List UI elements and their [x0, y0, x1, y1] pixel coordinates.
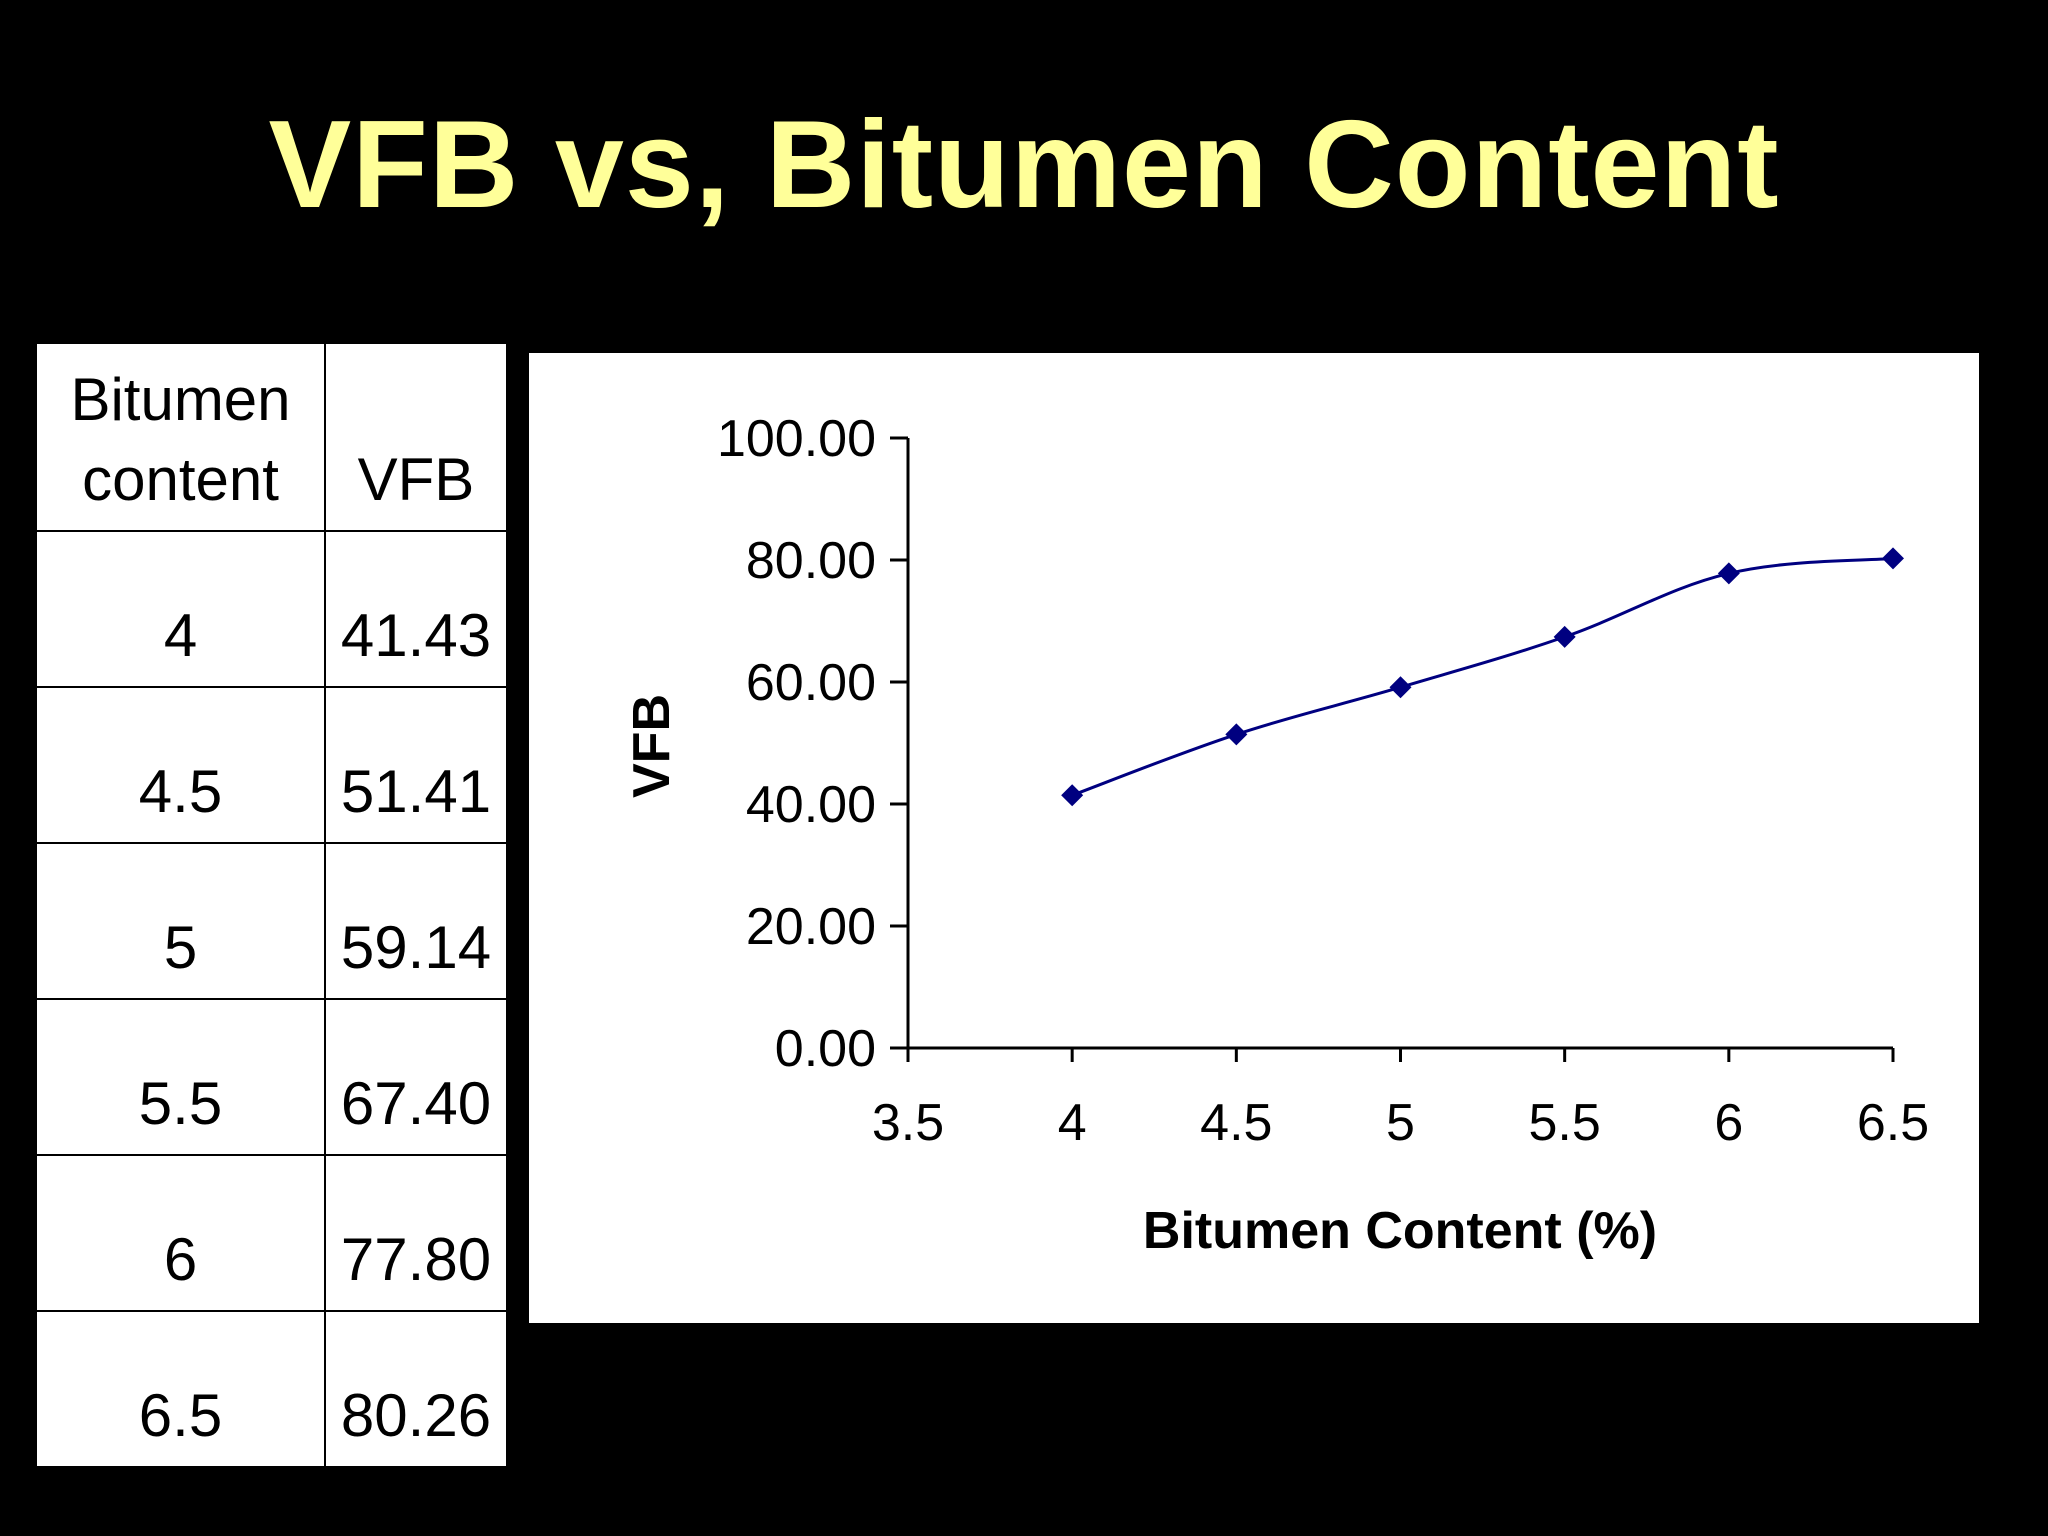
cell-vfb: 41.43: [324, 530, 508, 688]
table-row: 4.5 51.41: [35, 686, 508, 844]
series-line: [1071, 556, 1894, 797]
y-tick-label: 80.00: [746, 532, 876, 590]
cell-vfb: 67.40: [324, 998, 508, 1156]
y-tick-label: 0.00: [775, 1020, 876, 1078]
table-row: 5 59.14: [35, 842, 508, 1000]
x-tick-label: 4: [1058, 1094, 1087, 1152]
series-layer: [1061, 547, 1904, 807]
header-vfb: VFB: [324, 342, 508, 532]
cell-bitumen-content: 5: [35, 842, 326, 1000]
slide-title: VFB vs, Bitumen Content: [268, 96, 1780, 234]
cell-bitumen-content: 6.5: [35, 1310, 326, 1468]
y-tick-label: 40.00: [746, 776, 876, 834]
x-tick-label: 3.5: [872, 1094, 944, 1152]
cell-vfb: 59.14: [324, 842, 508, 1000]
cell-vfb: 80.26: [324, 1310, 508, 1468]
data-point-marker: [1553, 625, 1576, 648]
header-bitumen-content-line2: content: [82, 446, 279, 513]
data-table: Bitumen content VFB 4 41.43 4.5 51.41 5 5…: [35, 342, 508, 1468]
x-tick-label: 5: [1386, 1094, 1415, 1152]
table-row: 6 77.80: [35, 1154, 508, 1312]
y-axis-title: VFB: [623, 694, 681, 798]
table-row: 6.5 80.26: [35, 1310, 508, 1468]
cell-bitumen-content: 4.5: [35, 686, 326, 844]
x-tick-label: 5.5: [1529, 1094, 1601, 1152]
x-tick-label: 4.5: [1200, 1094, 1272, 1152]
cell-bitumen-content: 5.5: [35, 998, 326, 1156]
table-row: 4 41.43: [35, 530, 508, 688]
cell-vfb: 51.41: [324, 686, 508, 844]
data-point-marker: [1882, 547, 1904, 570]
header-bitumen-content-line1: Bitumen: [70, 366, 291, 433]
y-tick-label: 60.00: [746, 654, 876, 712]
data-point-marker: [1717, 562, 1740, 585]
y-tick-label: 20.00: [746, 898, 876, 956]
y-tick-label: 100.00: [717, 410, 876, 468]
axes: 0.00 20.00 40.00 60.00 80.00 100.00 3.5 4 4.5 5 5.…: [717, 410, 1929, 1152]
data-point-marker: [1389, 676, 1412, 699]
data-point-marker: [1225, 723, 1248, 746]
table-header-row: Bitumen content VFB: [35, 342, 508, 532]
x-axis-title: Bitumen Content (%): [1143, 1202, 1657, 1260]
header-bitumen-content: Bitumen content: [35, 342, 326, 532]
chart-panel: 0.00 20.00 40.00 60.00 80.00 100.00 3.5 4 4.5 5 5.…: [529, 353, 1979, 1323]
x-tick-label: 6: [1714, 1094, 1743, 1152]
table-row: 5.5 67.40: [35, 998, 508, 1156]
cell-vfb: 77.80: [324, 1154, 508, 1312]
vfb-line-chart: 0.00 20.00 40.00 60.00 80.00 100.00 3.5 4 4.5 5 5.…: [623, 410, 1929, 1260]
x-tick-label: 6.5: [1857, 1094, 1929, 1152]
data-point-marker: [1061, 784, 1084, 807]
cell-bitumen-content: 4: [35, 530, 326, 688]
cell-bitumen-content: 6: [35, 1154, 326, 1312]
